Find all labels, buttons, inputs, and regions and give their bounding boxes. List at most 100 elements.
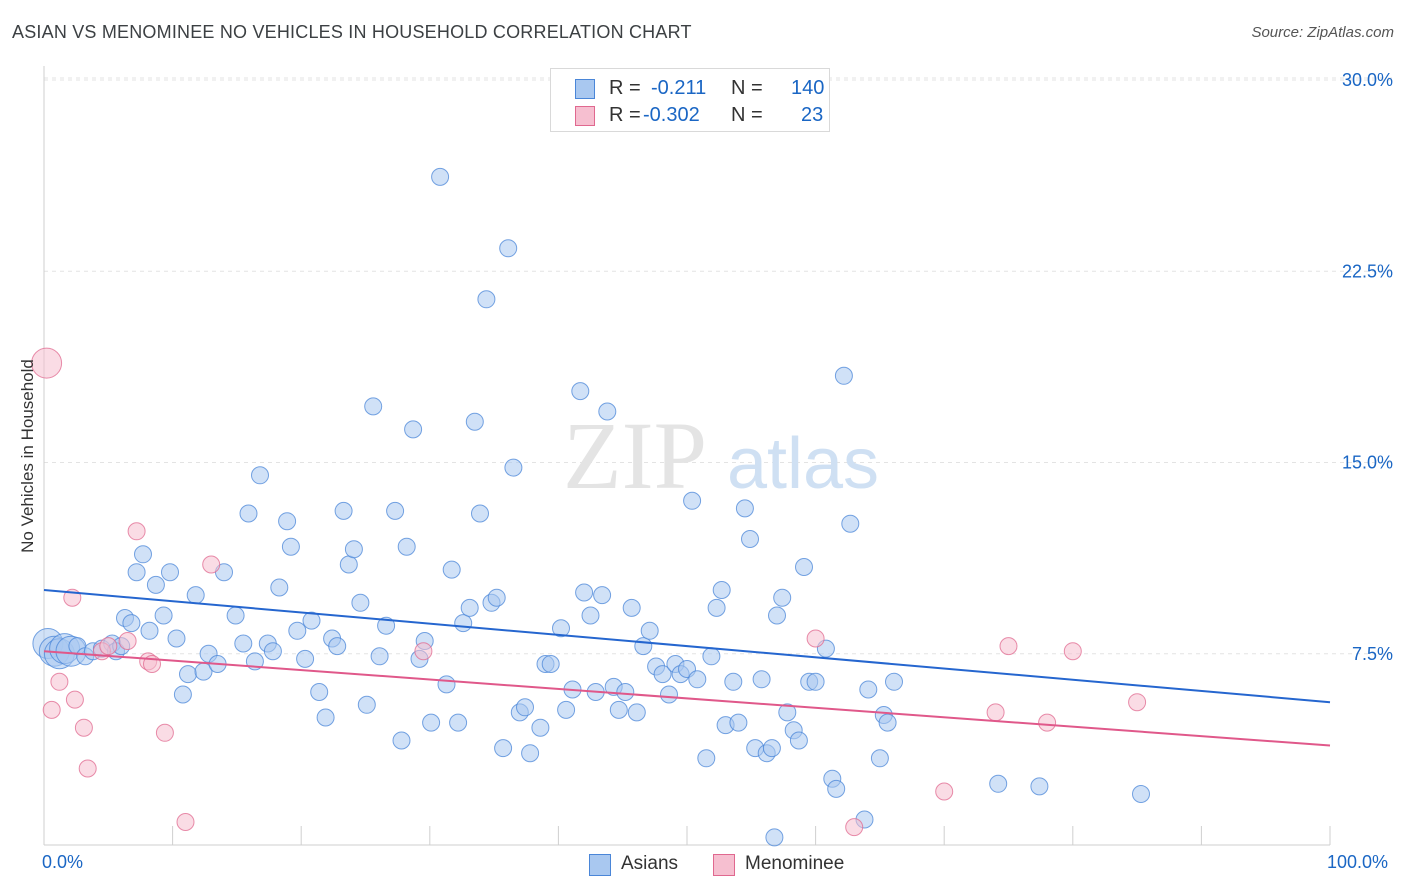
asians-point-56 [404, 420, 423, 439]
asians-point-17 [146, 575, 165, 594]
asians-point-119 [778, 703, 797, 722]
asians-point-28 [226, 606, 245, 625]
menominee-point-18 [845, 818, 864, 837]
asians-trend-line [43, 589, 1331, 704]
menominee-point-5 [74, 718, 93, 737]
asians-point-55 [397, 537, 416, 556]
asians-point-71 [494, 739, 513, 758]
asians-point-66 [465, 412, 484, 431]
asians-point-118 [773, 588, 792, 607]
zipatlas-watermark: ZIP atlas [563, 402, 879, 509]
asians-point-51 [370, 647, 389, 666]
asians-point-65 [460, 598, 479, 617]
asians-point-109 [724, 672, 743, 691]
asians-point-14 [127, 563, 146, 582]
asians-point-81 [557, 700, 576, 719]
asians-point-93 [627, 703, 646, 722]
y-tick-label-1: 15.0% [1342, 453, 1393, 473]
y-tick-label-3: 30.0% [1342, 70, 1393, 90]
watermark-zip: ZIP [563, 402, 707, 509]
asians-point-21 [173, 685, 192, 704]
asians-point-19 [161, 563, 179, 582]
asians-point-92 [622, 598, 641, 617]
asians-point-94 [634, 637, 653, 656]
legend-n-label: N = [731, 77, 763, 99]
asians-point-98 [660, 685, 678, 704]
asians-point-41 [310, 683, 329, 701]
asians-point-52 [377, 616, 396, 635]
legend-r-value-menominee: -0.302 [643, 104, 700, 126]
y-axis-label: No Vehicles in Household [18, 359, 37, 553]
menominee-point-2 [50, 672, 69, 691]
menominee-point-13 [155, 723, 174, 742]
asians-point-76 [521, 744, 540, 763]
asians-point-110 [729, 713, 748, 732]
bottom-legend-swatch-asians [589, 854, 611, 876]
asians-point-47 [344, 540, 363, 559]
asians-point-129 [841, 514, 860, 533]
asians-point-45 [334, 501, 353, 520]
legend-n-value-asians: 140 [791, 77, 825, 99]
asians-point-79 [541, 655, 560, 673]
asians-point-20 [167, 629, 186, 648]
asians-point-139 [765, 828, 784, 847]
chart-title: ASIAN VS MENOMINEE NO VEHICLES IN HOUSEH… [12, 22, 692, 42]
menominee-point-10 [127, 522, 146, 541]
menominee-point-0 [31, 347, 63, 379]
legend-r-value-asians: -0.211 [651, 77, 707, 99]
legend-r-label: R = [609, 77, 641, 99]
asians-point-77 [531, 718, 550, 737]
menominee-point-22 [1063, 642, 1082, 661]
asians-point-22 [179, 665, 197, 684]
asians-point-60 [431, 167, 450, 186]
asians-point-90 [609, 700, 628, 719]
asians-point-18 [154, 606, 173, 625]
menominee-point-19 [935, 782, 954, 801]
asians-point-75 [516, 698, 534, 717]
asians-point-68 [477, 290, 496, 309]
asians-point-46 [339, 555, 358, 574]
y-tick-label-2: 22.5% [1342, 261, 1393, 281]
asians-point-136 [989, 774, 1008, 793]
asians-point-116 [762, 739, 781, 758]
legend-n-label: N = [731, 104, 763, 126]
legend-n-value-menominee: 23 [801, 104, 824, 126]
asians-point-114 [752, 670, 771, 689]
menominee-point-3 [65, 690, 84, 709]
asians-point-134 [878, 713, 897, 732]
menominee-point-20 [986, 703, 1005, 722]
asians-point-137 [1030, 777, 1049, 796]
asians-point-105 [702, 647, 721, 666]
asians-point-42 [316, 708, 335, 727]
asians-point-61 [437, 675, 456, 694]
asians-point-39 [296, 649, 315, 668]
asians-point-13 [122, 614, 141, 633]
asians-point-59 [422, 713, 441, 732]
legend-swatch-asians [575, 79, 595, 99]
asians-point-132 [870, 749, 889, 768]
asians-point-124 [806, 672, 825, 691]
asians-point-97 [653, 665, 672, 684]
asians-point-38 [288, 621, 307, 640]
asians-point-128 [834, 366, 853, 385]
asians-point-63 [449, 713, 468, 732]
asians-point-70 [487, 588, 506, 607]
source-label: Source: ZipAtlas.com [1251, 24, 1394, 41]
x-axis-max-label: 100.0% [1327, 852, 1389, 872]
menominee-trend-line [43, 650, 1331, 747]
menominee-point-21 [999, 637, 1018, 656]
asians-point-44 [328, 637, 347, 656]
asians-point-117 [768, 606, 786, 625]
asians-point-84 [575, 583, 594, 602]
menominee-point-9 [118, 632, 137, 650]
y-tick-label-0: 7.5% [1352, 644, 1393, 664]
asians-point-91 [616, 683, 635, 701]
asians-point-62 [442, 560, 461, 579]
asians-point-102 [683, 491, 702, 510]
asians-point-34 [263, 642, 282, 661]
menominee-point-1 [42, 700, 61, 719]
asians-point-107 [712, 581, 731, 599]
asians-point-16 [140, 621, 159, 640]
menominee-point-17 [806, 629, 825, 648]
